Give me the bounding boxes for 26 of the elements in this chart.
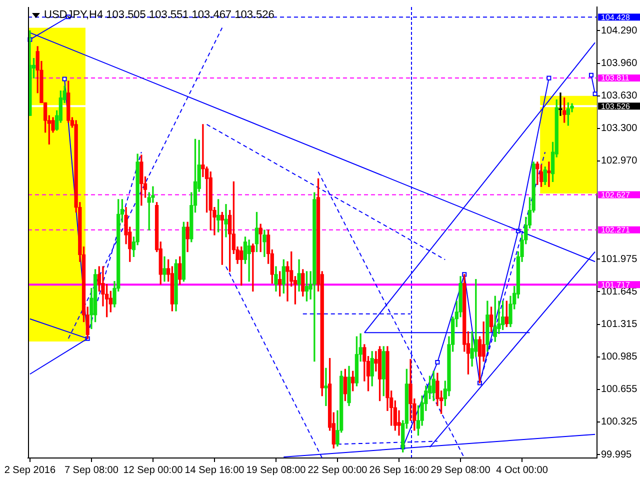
ref-line-label: 104.428: [601, 12, 630, 22]
y-tick-label: 100.985: [601, 352, 638, 363]
x-tick-label: 29 Sep 08:00: [430, 464, 491, 476]
y-tick-label: 104.290: [601, 25, 638, 36]
y-tick-label: 101.975: [601, 254, 638, 265]
y-tick-label: 103.300: [601, 123, 638, 134]
ref-line-label: 101.717: [601, 280, 630, 290]
x-tick-label: 26 Sep 16:00: [369, 464, 430, 476]
ref-line-label: 102.627: [601, 190, 630, 200]
x-tick-label: 12 Sep 00:00: [123, 464, 184, 476]
y-tick-label: 100.325: [601, 416, 638, 428]
x-tick-label: 4 Oct 00:00: [496, 464, 548, 476]
ref-line-label: 103.811: [601, 74, 630, 83]
ref-line-label: 103.526: [601, 102, 630, 111]
y-tick-label: 103.630: [601, 90, 638, 102]
y-tick-label: 103.960: [601, 58, 638, 69]
ref-line-label: 102.271: [601, 226, 630, 235]
y-tick-label: 100.655: [601, 384, 638, 396]
x-tick-label: 22 Sep 00:00: [308, 464, 368, 476]
y-tick-label: 101.315: [601, 319, 638, 330]
x-tick-label: 14 Sep 16:00: [184, 464, 245, 476]
x-tick-label: 2 Sep 2016: [4, 464, 56, 476]
y-tick-label: 99.995: [601, 449, 632, 460]
x-tick-label: 7 Sep 08:00: [64, 464, 119, 476]
y-tick-label: 102.970: [601, 156, 638, 167]
x-tick-label: 19 Sep 08:00: [246, 464, 306, 476]
